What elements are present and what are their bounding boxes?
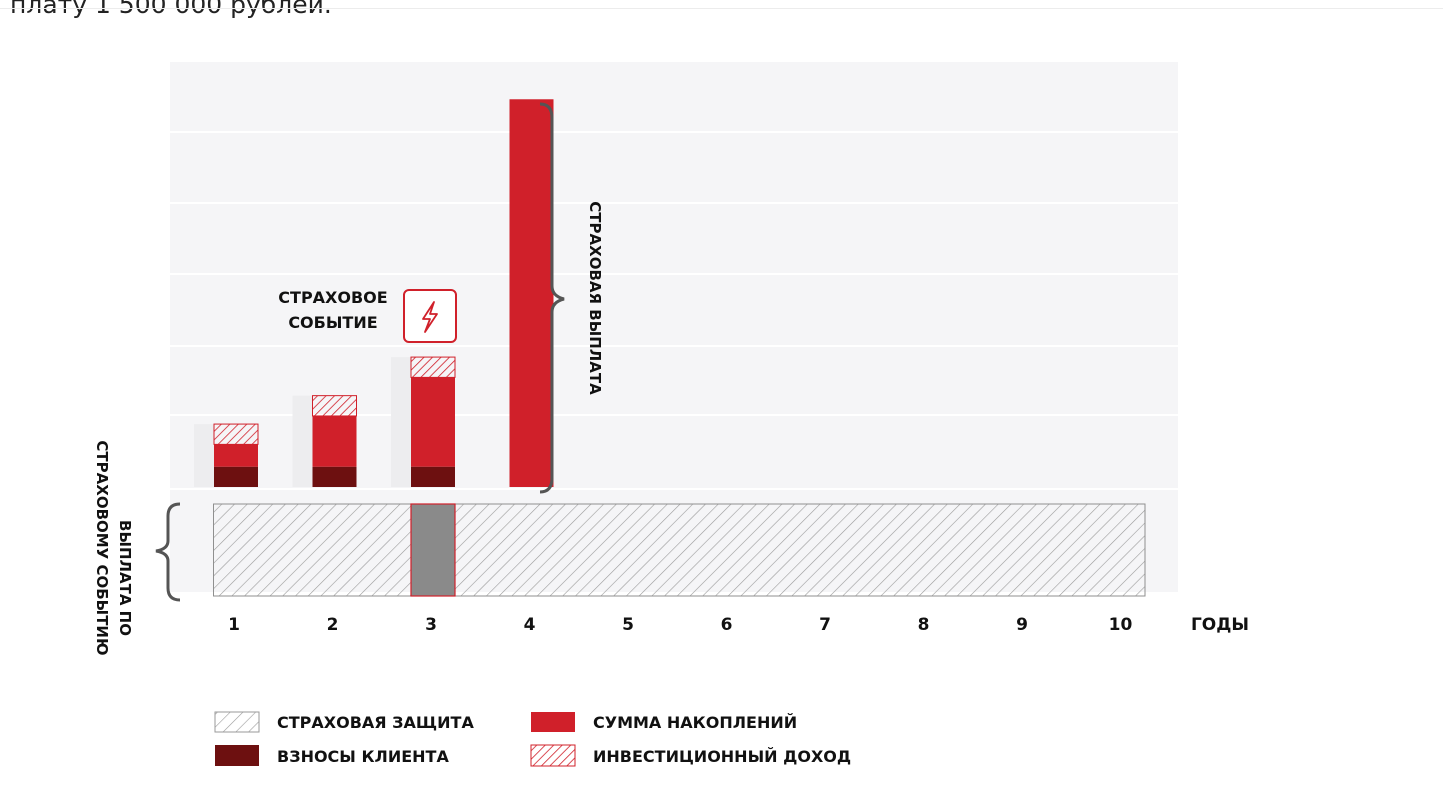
x-axis-unit-label: ГОДЫ — [1191, 615, 1249, 635]
top-divider — [0, 8, 1443, 9]
x-tick-label-2: 2 — [327, 615, 339, 635]
bar-shadow-year-2 — [292, 395, 313, 487]
insurance-event-annotation: СТРАХОВОЕ СОБЫТИЕ — [278, 288, 457, 343]
x-tick-label-6: 6 — [721, 615, 733, 635]
legend-swatch-income — [530, 744, 576, 767]
x-tick-label-1: 1 — [228, 615, 240, 635]
legend-label-protection: СТРАХОВАЯ ЗАЩИТА — [277, 713, 474, 732]
event-payout-brace — [155, 502, 181, 602]
x-tick-label-10: 10 — [1109, 615, 1133, 635]
legend-swatch-savings — [531, 712, 575, 732]
event-payout-label-line2: СТРАХОВОМУ СОБЫТИЮ — [93, 440, 111, 655]
lightning-icon — [422, 301, 438, 333]
legend-label-savings: СУММА НАКОПЛЕНИЙ — [593, 713, 797, 732]
payout-label: СТРАХОВАЯ ВЫПЛАТА — [586, 201, 604, 395]
legend: СТРАХОВАЯ ЗАЩИТА СУММА НАКОПЛЕНИЙ ВЗНОСЫ… — [214, 711, 851, 767]
event-icon-frame — [403, 289, 457, 343]
x-axis-ticks: 1 2 3 4 5 6 7 8 9 10 — [228, 615, 1132, 635]
legend-swatch-protection — [214, 711, 260, 733]
legend-label-income: ИНВЕСТИЦИОННЫЙ ДОХОД — [593, 747, 851, 766]
event-label-line2: СОБЫТИЕ — [288, 313, 377, 332]
x-tick-label-8: 8 — [918, 615, 930, 635]
x-tick-label-7: 7 — [819, 615, 831, 635]
bar-contributions-year-2 — [312, 466, 357, 487]
legend-label-contributions: ВЗНОСЫ КЛИЕНТА — [277, 747, 449, 766]
x-tick-label-5: 5 — [622, 615, 634, 635]
bar-savings-year-3 — [411, 377, 455, 467]
bar-savings-year-4 — [509, 99, 554, 488]
event-payout-label-line1: ВЫПЛАТА ПО — [116, 520, 134, 636]
bar-income-year-3 — [410, 356, 456, 378]
x-tick-label-3: 3 — [425, 615, 437, 635]
x-tick-label-4: 4 — [524, 615, 536, 635]
bar-shadow-year-3 — [391, 357, 411, 487]
bar-income-year-1 — [213, 423, 259, 445]
protection-band — [213, 503, 1146, 597]
bar-savings-year-2 — [312, 415, 357, 467]
bar-contributions-year-3 — [411, 466, 455, 487]
bar-shadow-year-1 — [194, 424, 214, 487]
event-label-line1: СТРАХОВОЕ — [278, 288, 387, 307]
event-year-bar — [410, 503, 456, 597]
bar-income-year-2 — [312, 395, 357, 417]
legend-swatch-contributions — [215, 745, 259, 766]
page-top-text: плату 1 500 000 рублей. — [10, 0, 332, 19]
protection-band-rect — [213, 503, 1146, 597]
bar-contributions-year-1 — [214, 466, 258, 487]
bar-savings-year-1 — [214, 444, 258, 467]
x-tick-label-9: 9 — [1016, 615, 1028, 635]
bar-group — [194, 99, 554, 488]
payout-brace — [539, 102, 565, 494]
